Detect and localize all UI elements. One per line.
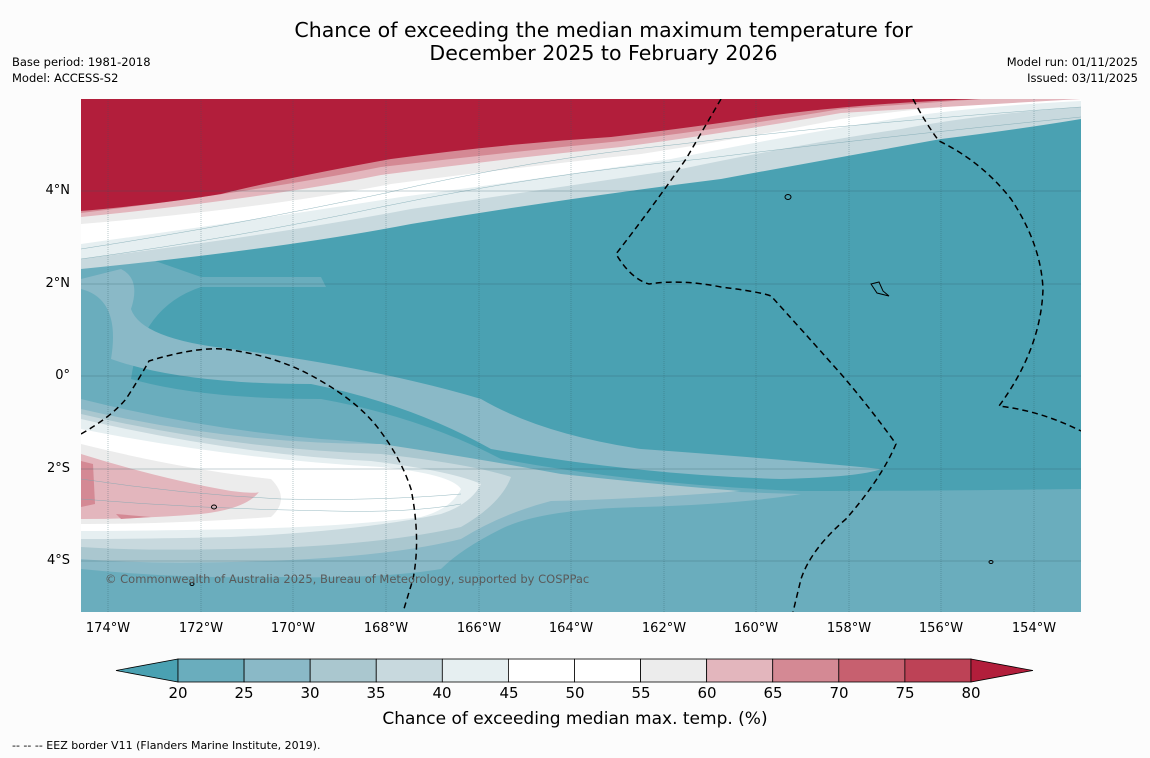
band-70-patch	[116, 514, 151, 519]
colorbar-segment	[706, 658, 774, 683]
lon-label-158w: 158°W	[826, 621, 872, 636]
colorbar-segment	[574, 658, 641, 683]
lon-label-154w: 154°W	[1011, 621, 1057, 636]
colorbar-segment	[177, 658, 245, 683]
copyright-text: © Commonwealth of Australia 2025, Bureau…	[105, 572, 590, 586]
lon-label-168w: 168°W	[363, 621, 409, 636]
model-run: Model run: 01/11/2025	[1006, 55, 1138, 69]
lon-label-164w: 164°W	[548, 621, 594, 636]
issued-date: Issued: 03/11/2025	[1027, 70, 1138, 85]
colorbar-tick-40: 40	[432, 684, 452, 702]
colorbar-segment	[640, 658, 708, 683]
north-band-65	[81, 99, 1081, 217]
colorbar-segment	[904, 658, 972, 683]
colorbar-tick-65: 65	[763, 684, 783, 702]
colorbar-extend-low	[115, 658, 179, 683]
colorbar-segment	[375, 658, 443, 683]
lon-label-156w: 156°W	[918, 621, 964, 636]
lon-label-174w: 174°W	[85, 621, 131, 636]
north-band-40	[81, 99, 1081, 269]
colorbar-tick-30: 30	[300, 684, 320, 702]
colorbar-tick-20: 20	[168, 684, 188, 702]
islands	[189, 194, 994, 586]
colorbar-segment	[772, 658, 840, 683]
colorbar-segment	[243, 658, 311, 683]
lat-label-2n: 2°N	[45, 276, 71, 291]
colorbar-segment	[838, 658, 906, 683]
eez-legend-note: -- -- -- EEZ border V11 (Flanders Marine…	[12, 739, 321, 752]
title-line-1: Chance of exceeding the median maximum t…	[294, 18, 913, 42]
band-70-edge	[81, 461, 95, 507]
north-band-60	[81, 99, 1081, 224]
lon-label-166w: 166°W	[456, 621, 502, 636]
map-title: Chance of exceeding the median maximum t…	[0, 19, 1150, 65]
north-band-80	[81, 99, 1081, 211]
graticule	[81, 99, 1081, 612]
band-65	[81, 454, 259, 519]
colorbar-segment	[507, 658, 575, 683]
lon-label-162w: 162°W	[641, 621, 687, 636]
colorbar-ticks: 20 25 30 35 40 45 50 55 60 65 70 75 80	[0, 684, 1150, 704]
lat-label-0: 0°	[55, 368, 70, 383]
lon-label-160w: 160°W	[733, 621, 779, 636]
colorbar-segment	[309, 658, 377, 683]
colorbar-tick-75: 75	[895, 684, 915, 702]
lat-label-2s: 2°S	[46, 461, 70, 476]
lon-label-172w: 172°W	[178, 621, 224, 636]
colorbar-tick-60: 60	[697, 684, 717, 702]
colorbar-segment	[441, 658, 509, 683]
contour-lines	[81, 106, 1081, 512]
north-band-50	[81, 99, 1081, 244]
colorbar-tick-70: 70	[829, 684, 849, 702]
band-30	[81, 269, 881, 479]
map-area	[81, 99, 1081, 612]
lat-label-4n: 4°N	[45, 183, 71, 198]
colorbar-tick-55: 55	[631, 684, 651, 702]
colorbar-tick-25: 25	[234, 684, 254, 702]
north-band-45	[81, 99, 1081, 259]
lat-label-4s: 4°S	[46, 553, 70, 568]
meta-left: Base period: 1981-2018 Model: ACCESS-S2	[12, 55, 151, 86]
meta-right: Model run: 01/11/2025 Issued: 03/11/2025	[1007, 55, 1138, 86]
colorbar-label: Chance of exceeding median max. temp. (%…	[382, 709, 768, 729]
lon-label-170w: 170°W	[270, 621, 316, 636]
map-svg	[81, 99, 1081, 612]
colorbar-tick-80: 80	[961, 684, 981, 702]
model-name: Model: ACCESS-S2	[12, 70, 119, 85]
base-period: Base period: 1981-2018	[12, 55, 151, 69]
colorbar-tick-50: 50	[565, 684, 585, 702]
colorbar-tick-35: 35	[366, 684, 386, 702]
eez-borders	[81, 99, 1081, 612]
title-line-2: December 2025 to February 2026	[429, 41, 778, 65]
colorbar-extend-high	[970, 658, 1034, 683]
colorbar-tick-45: 45	[499, 684, 519, 702]
